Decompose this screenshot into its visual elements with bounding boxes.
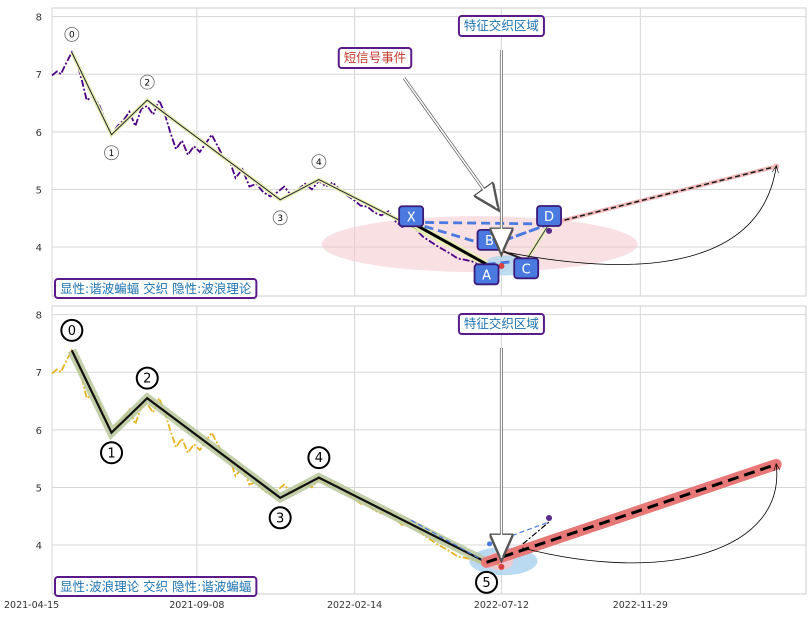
wave-label: 4 xyxy=(316,158,322,168)
projection-arc xyxy=(522,464,777,564)
y-tick-label: 5 xyxy=(36,185,42,196)
wave-label: 4 xyxy=(315,451,323,466)
xabcd-label: X xyxy=(407,210,416,225)
projection-arc xyxy=(509,166,776,265)
harmonic-xa xyxy=(410,519,487,563)
series-wave xyxy=(70,349,487,564)
x-tick-label: 2022-07-12 xyxy=(474,600,529,611)
xabcd-label: A xyxy=(482,268,491,283)
y-tick-label: 6 xyxy=(36,128,42,139)
xabcd-label-box xyxy=(513,257,540,280)
wave-label: 2 xyxy=(143,372,151,387)
short-signal-label-box xyxy=(337,47,413,69)
signal-dot xyxy=(498,563,505,570)
y-tick-label: 8 xyxy=(36,311,42,322)
projection-line xyxy=(548,165,777,225)
b-dot xyxy=(487,541,493,547)
feature-zone-label-box xyxy=(457,15,545,37)
wave-label-circle xyxy=(64,26,80,42)
wave-label: 1 xyxy=(107,446,115,461)
cd-leg xyxy=(525,223,550,261)
wave-label: 1 xyxy=(109,149,115,159)
plot-frame xyxy=(51,305,807,595)
bd-dashed xyxy=(489,222,550,248)
y-tick-label: 7 xyxy=(36,70,42,81)
wave-label-circle xyxy=(139,74,155,90)
wave-label-circle xyxy=(475,570,499,594)
legend-box xyxy=(54,576,258,597)
xabcd-label: D xyxy=(544,210,554,225)
xabcd-label-box xyxy=(473,263,500,286)
xd-dashed xyxy=(411,220,550,226)
y-tick-label: 6 xyxy=(36,426,42,437)
xabcd-label: B xyxy=(485,234,494,249)
legend-label: 显性:谐波蝙蝠 交织 隐性:波浪理论 xyxy=(60,281,252,296)
y-tick-label: 8 xyxy=(36,13,42,24)
y-tick-label: 4 xyxy=(36,243,42,254)
feature-zone-label-box xyxy=(457,313,545,335)
wave-label-circle xyxy=(268,506,292,530)
wave-label: 2 xyxy=(144,78,150,88)
x-tick-label: 2021-04-15 xyxy=(4,600,59,611)
wave-label: 0 xyxy=(68,324,76,339)
wave-label-circle xyxy=(135,366,159,390)
xabcd-label-box xyxy=(398,205,425,228)
wave-label: 5 xyxy=(482,576,490,591)
short-signal-label: 短信号事件 xyxy=(344,50,407,65)
xabcd-label: C xyxy=(522,262,531,277)
projection-halo xyxy=(481,458,782,568)
wave-label-circle xyxy=(307,446,331,470)
signal-arrow xyxy=(403,77,498,209)
wave-label-circle xyxy=(272,210,288,226)
feature-zone-label: 特征交织区域 xyxy=(464,316,539,331)
d-dot xyxy=(546,515,553,521)
wave-label-circle xyxy=(60,318,84,342)
signal-dot xyxy=(498,263,505,270)
wave-label: 3 xyxy=(276,511,284,526)
y-tick-label: 4 xyxy=(36,541,42,552)
legend-label: 显性:波浪理论 交织 隐性:谐波蝙蝠 xyxy=(60,579,251,594)
x-tick-label: 2022-02-14 xyxy=(327,600,382,611)
xa-leg xyxy=(410,220,488,266)
x-tick-label: 2022-11-29 xyxy=(613,600,668,611)
feature-zone-label: 特征交织区域 xyxy=(464,18,539,33)
y-tick-label: 7 xyxy=(36,368,42,379)
series-wave xyxy=(71,52,487,265)
wave-label: 0 xyxy=(69,31,75,41)
d-dot xyxy=(546,227,553,234)
wave-label-circle xyxy=(311,154,327,170)
legend-box xyxy=(54,278,258,299)
bottom-panel: 8 7 6 5 4 2021-04-15 2021-09-08 2022-02-14 2022-… xyxy=(4,305,807,611)
wave-label-circle xyxy=(100,441,124,465)
xabcd-label-box xyxy=(536,205,562,227)
wave-label: 3 xyxy=(277,214,283,224)
wave-label-circle xyxy=(104,145,119,161)
y-tick-label: 5 xyxy=(36,483,42,494)
x-tick-label: 2021-09-08 xyxy=(169,600,224,611)
